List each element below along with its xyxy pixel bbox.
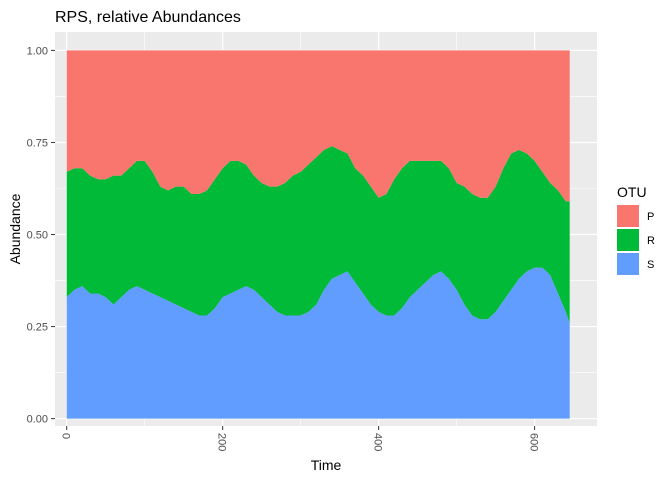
- plot-panel: [55, 32, 597, 426]
- x-tick-label: 400: [372, 433, 384, 451]
- legend-label-s: S: [647, 259, 654, 271]
- x-axis-title: Time: [311, 457, 342, 473]
- y-tick-label: 0.75: [27, 137, 48, 149]
- legend: OTU PRS: [617, 184, 655, 275]
- x-tick-label: 0: [60, 433, 72, 439]
- area-series-group: [66, 50, 570, 419]
- x-tick-label: 600: [528, 433, 540, 451]
- y-axis: 0.00 0.25 0.50 0.75 1.00: [27, 45, 55, 426]
- y-tick-label: 0.25: [27, 322, 48, 334]
- y-tick-label: 0.50: [27, 230, 48, 242]
- legend-label-p: P: [647, 211, 654, 223]
- x-axis: 0 200 400 600: [60, 426, 540, 451]
- y-tick-label: 1.00: [27, 45, 48, 57]
- area-series-r: [66, 146, 570, 323]
- chart-title: RPS, relative Abundances: [55, 9, 241, 26]
- legend-title: OTU: [617, 184, 647, 200]
- legend-key-r: [617, 229, 639, 251]
- legend-key-p: [617, 205, 639, 227]
- y-tick-label: 0.00: [27, 414, 48, 426]
- area-series-s: [66, 267, 570, 419]
- legend-key-s: [617, 253, 639, 275]
- area-series-p: [66, 50, 570, 202]
- legend-label-r: R: [647, 235, 655, 247]
- y-axis-title: Abundance: [7, 193, 23, 264]
- x-tick-label: 200: [216, 433, 228, 451]
